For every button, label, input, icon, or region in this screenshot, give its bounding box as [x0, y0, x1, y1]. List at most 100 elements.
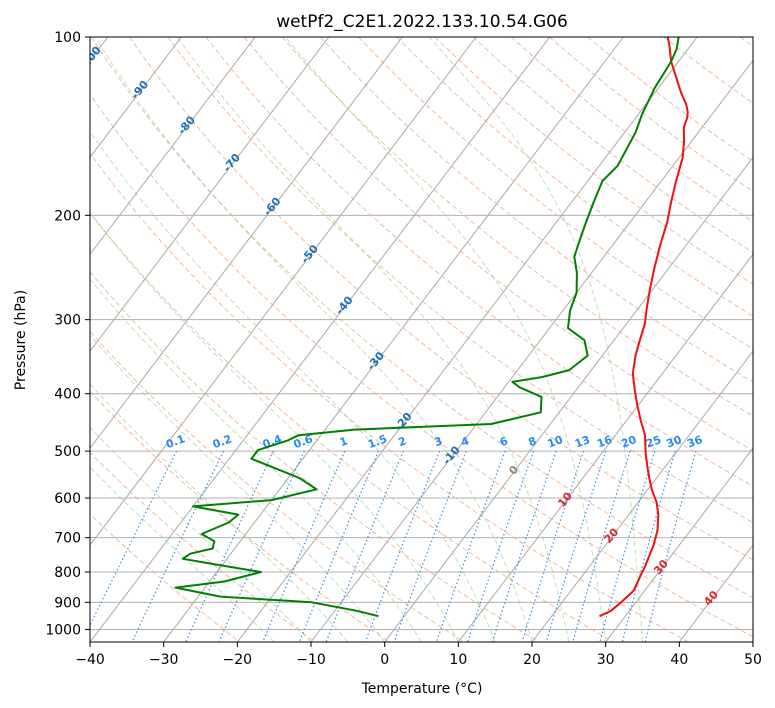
moist-adiabat	[90, 212, 459, 642]
mixing-ratio-label: 20	[619, 433, 638, 451]
dry-adiabat	[358, 37, 753, 350]
dry-adiabat	[281, 37, 753, 417]
background-lines	[90, 37, 753, 642]
mixing-ratio-label: 3	[433, 434, 445, 449]
mixing-ratio-label: 30	[665, 433, 684, 451]
y-axis-label: Pressure (hPa)	[13, 290, 29, 390]
mixing-ratio-line	[393, 450, 467, 642]
mixing-ratio-label: 0.2	[211, 432, 234, 451]
x-tick-label: −30	[149, 652, 179, 668]
y-tick-label: 100	[54, 30, 81, 46]
mixing-ratio-label: 2	[396, 434, 408, 449]
x-tick-label: 0	[380, 652, 389, 668]
temperature-profile	[599, 37, 689, 618]
moist-adiabat	[90, 334, 386, 642]
isotherm-line	[163, 37, 624, 642]
mixing-ratio-line	[599, 450, 656, 642]
mixing-ratio-label: 13	[573, 433, 592, 450]
moist-adiabat	[176, 37, 570, 642]
mixing-ratio-line	[185, 450, 275, 642]
axes: −40 −30 −20 −10 0 10 20 30 40 5010020030040050060…	[45, 30, 762, 668]
mixing-ratio-line	[466, 450, 535, 642]
y-tick-label: 600	[54, 491, 81, 507]
x-tick-label: 10	[449, 652, 467, 668]
mixing-ratio-label: 1.5	[366, 432, 389, 451]
mixing-ratio-line	[131, 450, 225, 642]
isotherm-line	[531, 350, 753, 642]
moist-adiabat	[285, 37, 607, 642]
mixing-ratio-line	[325, 450, 404, 642]
isotherm-line	[90, 37, 477, 546]
dry-adiabat	[90, 211, 614, 642]
mixing-ratio-label: 0.1	[164, 432, 187, 451]
dry-adiabat	[90, 271, 540, 642]
x-tick-label: −20	[223, 652, 253, 668]
isotherm-line	[457, 253, 753, 642]
moist-adiabat	[94, 37, 533, 642]
mixing-ratio-label: 10	[546, 433, 565, 451]
profiles	[174, 37, 689, 618]
isotherm-line	[90, 37, 182, 159]
mixing-ratio-line	[90, 450, 178, 627]
y-tick-label: 200	[54, 208, 81, 224]
isotherm-line	[236, 37, 698, 642]
plot-frame	[89, 36, 754, 643]
mixing-ratio-label: 1	[338, 434, 350, 449]
x-tick-label: 20	[523, 652, 541, 668]
mixing-ratio-label: 25	[644, 433, 663, 450]
mixing-ratio-labels: 0.1 0.2 0.4 0.6 1 1.5 2 3 4 6 8 10 13 16 20 25 30 36	[164, 432, 704, 451]
x-tick-label: 30	[597, 652, 615, 668]
isotherm-line	[605, 447, 753, 642]
moist-adiabat	[428, 37, 643, 642]
x-axis-label: Temperature (°C)	[361, 681, 483, 697]
moist-adiabat	[90, 383, 349, 642]
mixing-ratio-line	[298, 450, 380, 642]
mixing-ratio-label: 8	[527, 434, 539, 449]
dry-adiabat	[243, 37, 753, 452]
x-tick-label: 50	[744, 652, 762, 668]
mixing-ratio-line	[644, 450, 697, 642]
isotherm-line	[90, 37, 403, 449]
mixing-ratio-line	[491, 450, 557, 642]
moist-adiabat	[90, 131, 496, 642]
isotherm-line	[90, 37, 256, 256]
y-tick-label: 700	[54, 531, 81, 547]
dry-adiabat	[90, 330, 465, 642]
plot-area	[90, 37, 753, 642]
x-tick-label: −40	[75, 652, 105, 668]
dry-adiabat	[90, 93, 753, 638]
y-tick-label: 300	[54, 313, 81, 329]
x-tick-label: 40	[670, 652, 688, 668]
moist-adiabat	[90, 466, 275, 642]
dry-adiabat	[205, 37, 753, 487]
dry-adiabat	[90, 451, 315, 642]
mixing-ratio-line	[435, 450, 506, 642]
dry-adiabat	[90, 390, 390, 642]
y-tick-label: 1000	[45, 622, 81, 638]
mixing-ratio-label: 0.6	[292, 432, 315, 451]
mixing-ratio-label: 36	[685, 433, 704, 451]
dry-adiabat	[90, 152, 689, 642]
isotherm-line	[384, 156, 753, 642]
mixing-ratio-line	[621, 450, 676, 642]
y-tick-label: 800	[54, 565, 81, 581]
isotherm-line	[90, 37, 330, 353]
dry-adiabat	[90, 37, 753, 599]
x-tick-label: −10	[296, 652, 326, 668]
mixing-ratio-line	[572, 450, 631, 642]
moist-adiabat	[90, 278, 422, 642]
isotherm-line	[752, 641, 753, 642]
isotherm-line	[310, 59, 753, 642]
mixing-ratio-label: 6	[498, 434, 510, 449]
dry-adiabat	[167, 37, 753, 524]
mixing-ratio-label: 16	[595, 433, 614, 451]
dry-adiabat	[396, 37, 753, 317]
mixing-ratio-line	[364, 450, 441, 642]
dry-adiabat	[320, 37, 753, 383]
y-tick-label: 500	[54, 444, 81, 460]
chart-title: wetPf2_C2E1.2022.133.10.54.G06	[276, 12, 568, 32]
y-tick-label: 900	[54, 595, 81, 611]
dewpoint-profile	[174, 37, 680, 618]
y-tick-label: 400	[54, 387, 81, 403]
